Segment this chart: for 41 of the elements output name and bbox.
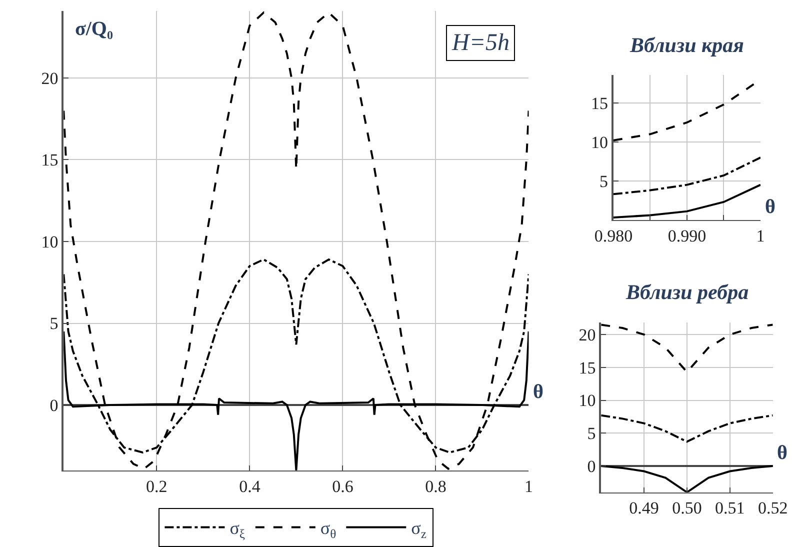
y-tick-label: 10 bbox=[41, 232, 58, 252]
x-tick-label: 0.990 bbox=[668, 226, 706, 246]
x-tick-label: 0.52 bbox=[758, 498, 788, 518]
y-tick-label: 15 bbox=[591, 94, 608, 113]
y-tick-label: 10 bbox=[578, 391, 596, 410]
chart-title: Вблизи ребра bbox=[625, 280, 749, 304]
line-series bbox=[64, 12, 529, 470]
legend-label: σ$_{ξ}$ bbox=[230, 518, 246, 541]
x-tick-label: 0.51 bbox=[715, 498, 745, 518]
x-tick-label: 0.50 bbox=[672, 498, 702, 518]
line-series bbox=[613, 184, 761, 219]
y-tick-label: 15 bbox=[41, 150, 58, 170]
legend-label: σ$_{θ}$ bbox=[320, 518, 336, 541]
legend-label: σ$_{z}$ bbox=[411, 518, 427, 541]
y-tick-label: 15 bbox=[578, 358, 596, 378]
x-tick-label: 0.8 bbox=[425, 476, 446, 496]
x-tick-label: 0.2 bbox=[146, 476, 168, 496]
y-tick-label: 20 bbox=[41, 68, 58, 88]
x-tick-label: 0.6 bbox=[332, 476, 354, 496]
x-tick-label: 1 bbox=[524, 476, 533, 496]
annotation: H=5h bbox=[451, 30, 510, 56]
y-tick-label: 0 bbox=[587, 456, 596, 476]
line-series bbox=[601, 324, 773, 374]
x-tick-label: 0.980 bbox=[594, 226, 633, 246]
x-tick-label: 0.49 bbox=[629, 498, 659, 518]
y-tick-label: 5 bbox=[600, 172, 608, 191]
x-axis-title: θ bbox=[777, 442, 788, 464]
chart-title: Вблизи края bbox=[629, 33, 744, 57]
y-tick-label: 20 bbox=[578, 326, 596, 345]
y-tick-label: 0 bbox=[50, 396, 58, 415]
y-axis-title: σ/Q₀ bbox=[75, 18, 113, 40]
x-axis-title: θ bbox=[533, 381, 544, 403]
line-series bbox=[613, 156, 761, 196]
line-series bbox=[601, 465, 773, 492]
y-tick-label: 5 bbox=[50, 314, 58, 334]
x-axis-title: θ bbox=[765, 196, 776, 218]
y-tick-label: 5 bbox=[587, 424, 596, 444]
line-series bbox=[601, 414, 773, 443]
x-tick-label: 0.4 bbox=[239, 476, 261, 496]
y-tick-label: 10 bbox=[591, 132, 608, 152]
x-tick-label: 1 bbox=[756, 226, 765, 246]
